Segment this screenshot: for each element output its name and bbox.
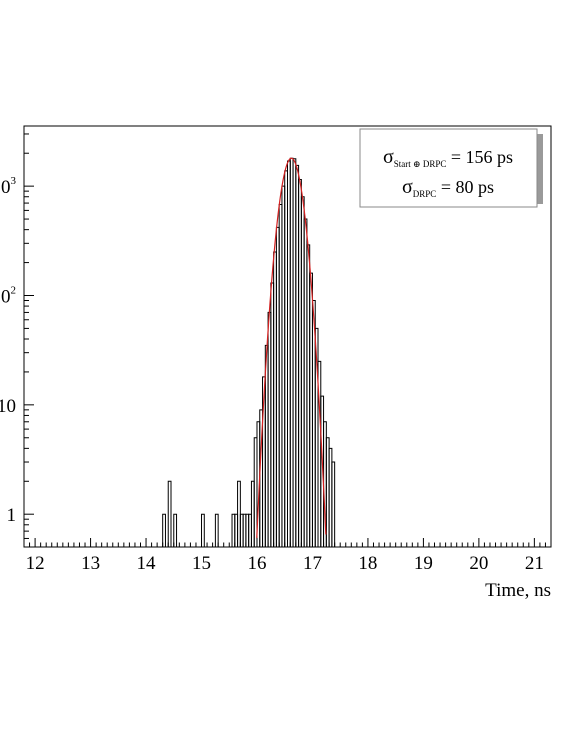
y-tick-label: 10 <box>0 396 16 417</box>
x-tick-label: 20 <box>469 553 488 574</box>
legend-entry-2-text: = 80 ps <box>436 177 494 197</box>
gaussian-fit-line <box>256 157 327 539</box>
legend-entry-1-subscript: Start ⊕ DRPC <box>394 159 447 169</box>
x-tick-label: 14 <box>137 553 157 574</box>
histogram-bin <box>201 513 205 547</box>
x-tick-label: 15 <box>192 553 211 574</box>
histogram-bin <box>162 513 166 547</box>
x-tick-label: 13 <box>81 553 100 574</box>
y-axis: 1 10 102 103 <box>0 133 34 539</box>
legend-entry-2-subscript: DRPC <box>413 189 437 199</box>
y-tick-label: 102 <box>0 284 16 307</box>
histogram-bin <box>214 513 219 547</box>
legend-entry-1: σStart ⊕ DRPC = 156 ps <box>383 146 513 169</box>
plot-frame <box>23 125 552 548</box>
histogram-bin <box>173 513 178 547</box>
y-tick-label: 1 <box>7 505 17 526</box>
legend-entry-2-symbol: σ <box>402 176 413 198</box>
legend-entry-1-text: = 156 ps <box>446 147 513 167</box>
x-axis-title: Time, ns <box>485 580 551 601</box>
plot-border <box>23 125 552 548</box>
histogram-bin <box>331 461 336 547</box>
histogram-series <box>162 157 336 547</box>
x-tick-label: 17 <box>303 553 322 574</box>
fit-series <box>256 157 327 539</box>
y-tick-label: 103 <box>0 175 17 198</box>
legend: σStart ⊕ DRPC = 156 ps σDRPC = 80 ps <box>359 128 543 208</box>
x-tick-label: 18 <box>358 553 377 574</box>
legend-entry-1-symbol: σ <box>383 146 394 168</box>
legend-entry-2: σDRPC = 80 ps <box>402 176 494 199</box>
legend-box <box>359 128 538 208</box>
x-axis: 12 13 14 15 16 17 18 19 20 21 <box>23 538 552 574</box>
x-tick-label: 19 <box>414 553 433 574</box>
x-tick-label: 12 <box>26 553 45 574</box>
histogram-bin <box>167 480 172 547</box>
x-tick-label: 16 <box>247 553 266 574</box>
x-tick-label: 21 <box>525 553 544 574</box>
